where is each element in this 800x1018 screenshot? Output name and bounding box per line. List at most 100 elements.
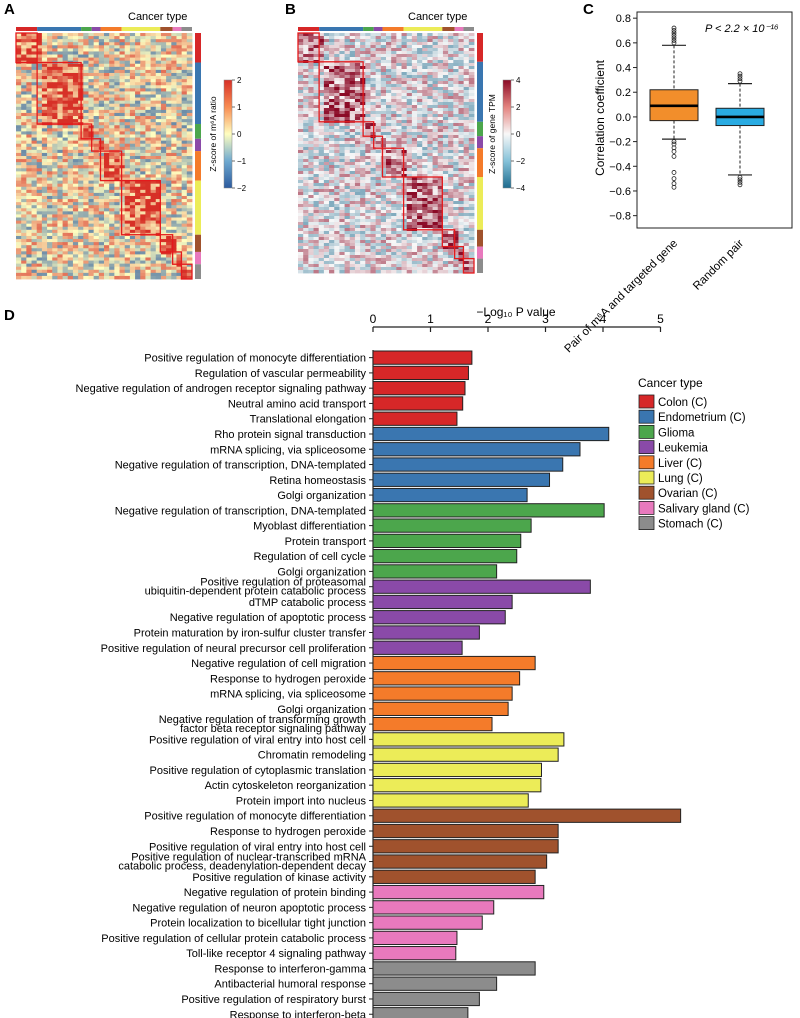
heatmap-cell [155,174,162,178]
heatmap-cell [83,199,89,203]
heatmap-cell [308,195,314,199]
heatmap-cell [26,128,32,132]
heatmap-cell [57,214,63,218]
heatmap-cell [26,235,32,240]
heatmap-cell [31,263,38,268]
heatmap-cell [411,42,418,46]
heatmap-cell [109,112,115,117]
heatmap-cell [176,192,183,197]
heatmap-cell [52,45,58,49]
heatmap-cell [448,216,454,220]
heatmap-cell [145,143,151,148]
heatmap-cell [370,39,377,43]
heatmap-cell [176,205,183,209]
heatmap-cell [181,260,188,265]
heatmap-cell [31,159,38,163]
heatmap-cell [334,69,340,73]
heatmap-cell [98,235,105,240]
heatmap-cell [448,114,454,118]
heatmap-cell [21,202,27,206]
heatmap-cell [88,51,95,55]
heatmap-cell [417,84,423,88]
heatmap-cell [463,51,470,55]
heatmap-cell [31,248,38,252]
heatmap-cell [401,210,408,214]
heatmap-cell [318,123,325,127]
heatmap-cell [176,248,183,252]
heatmap-cell [349,156,356,160]
heatmap-cell [468,60,475,64]
heatmap-cell [329,213,335,217]
heatmap-cell [78,156,84,160]
cancer-type-strip [81,27,92,31]
heatmap-cell [47,112,53,117]
heatmap-cell [119,106,126,111]
heatmap-cell [52,125,58,129]
heatmap-cell [104,85,110,89]
heatmap-cell [57,45,63,49]
heatmap-cell [448,201,454,205]
heatmap-cell [442,114,449,118]
heatmap-cell [119,143,126,148]
heatmap-cell [160,205,167,209]
heatmap-cell [365,81,371,85]
heatmap-cell [458,108,465,112]
heatmap-cell [98,217,105,221]
heatmap-cell [104,131,110,135]
heatmap-cell [437,78,444,82]
heatmap-cell [47,263,53,268]
heatmap-cell [104,128,110,132]
heatmap-cell [171,223,177,228]
heatmap-cell [181,159,188,163]
heatmap-cell [140,211,146,215]
heatmap-cell [349,51,356,55]
heatmap-cell [375,150,382,154]
heatmap-cell [176,245,183,249]
heatmap-cell [150,162,157,166]
heatmap-cell [31,260,38,265]
heatmap-cell [109,48,115,52]
heatmap-cell [339,93,345,97]
heatmap-cell [329,171,335,175]
heatmap-cell [365,210,371,214]
heatmap-cell [72,45,79,49]
heatmap-cell [427,63,433,67]
heatmap-cell [104,199,110,203]
heatmap-cell [62,42,69,46]
heatmap-cell [318,66,325,70]
heatmap-cell [396,183,402,187]
heatmap-cell [41,146,48,151]
heatmap-cell [386,126,392,130]
heatmap-cell [468,84,475,88]
heatmap-cell [98,257,105,261]
heatmap-cell [360,39,366,43]
heatmap-cell [129,195,136,200]
heatmap-cell [88,229,95,234]
heatmap-cell [323,225,330,229]
heatmap-cell [463,195,470,199]
heatmap-cell [468,204,475,208]
heatmap-cell [365,51,371,55]
heatmap-cell [370,174,377,178]
heatmap-cell [354,123,361,127]
heatmap-cell [36,168,43,172]
heatmap-cell [339,183,345,187]
heatmap-cell [47,125,53,129]
heatmap-cell [145,57,151,62]
heatmap-cell [406,216,413,220]
heatmap-cell [386,132,392,136]
heatmap-cell [303,204,309,208]
heatmap-cell [427,177,433,181]
heatmap-cell [47,143,53,148]
heatmap-cell [318,45,325,49]
heatmap-cell [16,156,22,160]
heatmap-cell [303,222,309,226]
heatmap-cell [396,90,402,94]
heatmap-cell [354,168,361,172]
heatmap-cell [453,129,459,133]
heatmap-cell [298,216,304,220]
heatmap-cell [72,165,79,169]
heatmap-cell [160,33,167,37]
cancer-type-strip [195,180,201,235]
heatmap-cell [468,48,475,52]
